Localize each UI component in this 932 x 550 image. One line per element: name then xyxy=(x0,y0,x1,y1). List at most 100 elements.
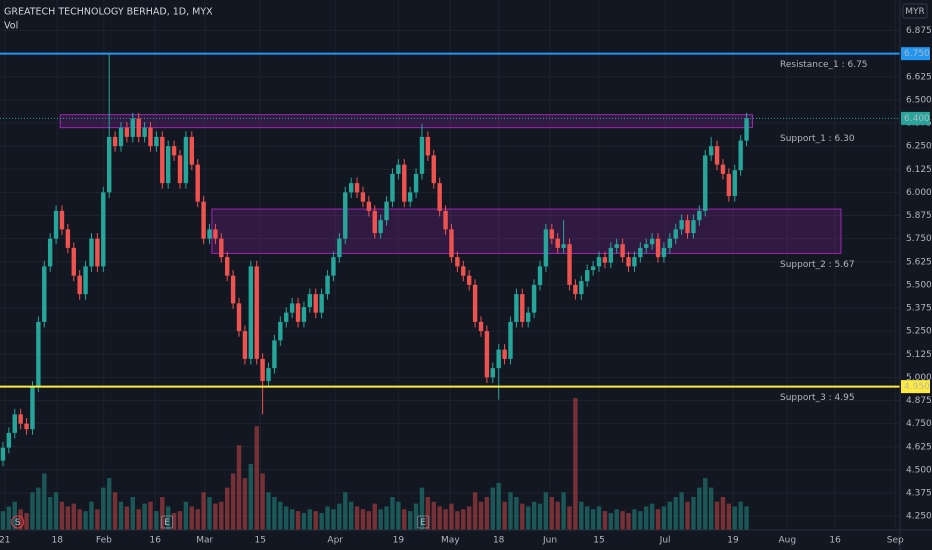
candle-body xyxy=(278,321,283,341)
volume-bar xyxy=(402,509,407,530)
candle-body xyxy=(130,118,135,137)
candle-body xyxy=(236,303,242,332)
volume-bar xyxy=(590,509,596,530)
candle-body xyxy=(319,294,324,313)
volume-bar xyxy=(455,511,460,530)
axis-layer: 4.250 4.375 4.500 4.625 4.750 4.875 5.000 5.125… xyxy=(0,26,932,545)
volume-bar xyxy=(673,497,678,530)
volume-bar xyxy=(407,511,413,530)
volume-bar xyxy=(165,506,171,530)
x-tick-label: Apr xyxy=(327,536,343,546)
x-tick-label: 16 xyxy=(829,536,841,546)
volume-bar xyxy=(531,501,537,530)
candle-body xyxy=(225,257,230,276)
volume-bar xyxy=(12,501,17,530)
candle-body xyxy=(520,294,525,322)
volume-bar xyxy=(697,487,702,530)
candle-body xyxy=(596,257,602,267)
volume-bar xyxy=(230,473,236,530)
candle-body xyxy=(561,244,566,248)
volume-bar xyxy=(89,501,94,530)
volume-bar xyxy=(6,506,12,530)
volume-bar xyxy=(602,511,608,530)
volume-bar xyxy=(112,492,118,530)
volume-bar xyxy=(313,511,318,530)
y-tick-label: 6.250 xyxy=(906,142,932,152)
volume-bar xyxy=(124,506,130,530)
candle-body xyxy=(65,229,71,248)
event-label: S xyxy=(15,518,21,528)
volume-bar xyxy=(561,492,566,530)
candle-body xyxy=(673,229,678,239)
volume-layer xyxy=(0,398,749,530)
candle-body xyxy=(466,275,472,285)
candle-body xyxy=(219,238,224,258)
chart-title: GREATECH TECHNOLOGY BERHAD, 1D, MYX xyxy=(4,7,213,18)
volume-bar xyxy=(596,506,602,530)
volume-bar xyxy=(632,509,637,530)
volume-bar xyxy=(148,501,153,530)
candle-body xyxy=(543,229,549,267)
level-axis-label: 4.950 xyxy=(904,382,930,392)
volume-bar xyxy=(42,473,47,530)
candle-body xyxy=(112,136,118,147)
candle-body xyxy=(154,136,159,147)
volume-bar xyxy=(472,492,478,530)
volume-bar xyxy=(142,503,147,530)
volume-bar xyxy=(30,492,35,530)
volume-bar xyxy=(567,506,572,530)
volume-bar xyxy=(703,478,708,530)
y-tick-label: 6.500 xyxy=(906,95,932,105)
candle-body xyxy=(372,210,377,234)
candle-body xyxy=(478,321,484,332)
candle-body xyxy=(331,257,336,276)
volume-bar xyxy=(284,506,289,530)
volume-bar xyxy=(236,445,242,530)
candle-body xyxy=(360,192,366,202)
candle-body xyxy=(201,201,206,239)
volume-bar xyxy=(266,492,271,530)
last-price-label: 6.400 xyxy=(904,114,930,124)
event-icon xyxy=(161,515,174,529)
candle-body xyxy=(136,118,141,137)
candle-body xyxy=(384,201,389,221)
volume-bar xyxy=(685,501,690,530)
candle-body xyxy=(260,358,265,382)
volume-bar xyxy=(260,473,265,530)
candle-body xyxy=(0,447,6,461)
y-tick-label: 4.625 xyxy=(906,442,932,452)
y-tick-label: 6.000 xyxy=(906,188,932,198)
event-label: E xyxy=(164,518,170,528)
volume-bar xyxy=(36,487,41,530)
volume-bar xyxy=(0,511,6,530)
volume-bar xyxy=(242,478,248,530)
volume-bar xyxy=(461,509,466,530)
currency: MYR xyxy=(905,7,925,17)
level-label: Resistance_1 : 6.75 xyxy=(780,60,868,70)
volume-bar xyxy=(171,513,177,530)
y-tick-label: 5.250 xyxy=(906,327,932,337)
candle-body xyxy=(390,173,395,202)
volume-bar xyxy=(195,509,200,530)
volume-bar xyxy=(396,501,401,530)
y-tick-label: 6.875 xyxy=(906,26,932,36)
candle-body xyxy=(337,238,342,258)
volume-bar xyxy=(661,506,667,530)
candle-body xyxy=(667,238,673,248)
volume-bar xyxy=(549,497,555,530)
volume-bar xyxy=(289,509,295,530)
candle-body xyxy=(461,266,466,276)
candle-body xyxy=(703,155,708,211)
zone-label: Support_1 : 6.30 xyxy=(780,134,855,144)
candle-body xyxy=(171,146,177,156)
candle-body xyxy=(30,386,35,430)
volume-bar xyxy=(390,497,395,530)
volume-bar xyxy=(59,501,65,530)
y-tick-label: 4.375 xyxy=(906,489,932,499)
y-tick-label: 5.500 xyxy=(906,280,932,290)
candle-body xyxy=(378,220,383,234)
candle-body xyxy=(720,164,726,174)
candle-body xyxy=(24,423,29,430)
volume-bar xyxy=(744,506,749,530)
candle-body xyxy=(537,266,543,285)
